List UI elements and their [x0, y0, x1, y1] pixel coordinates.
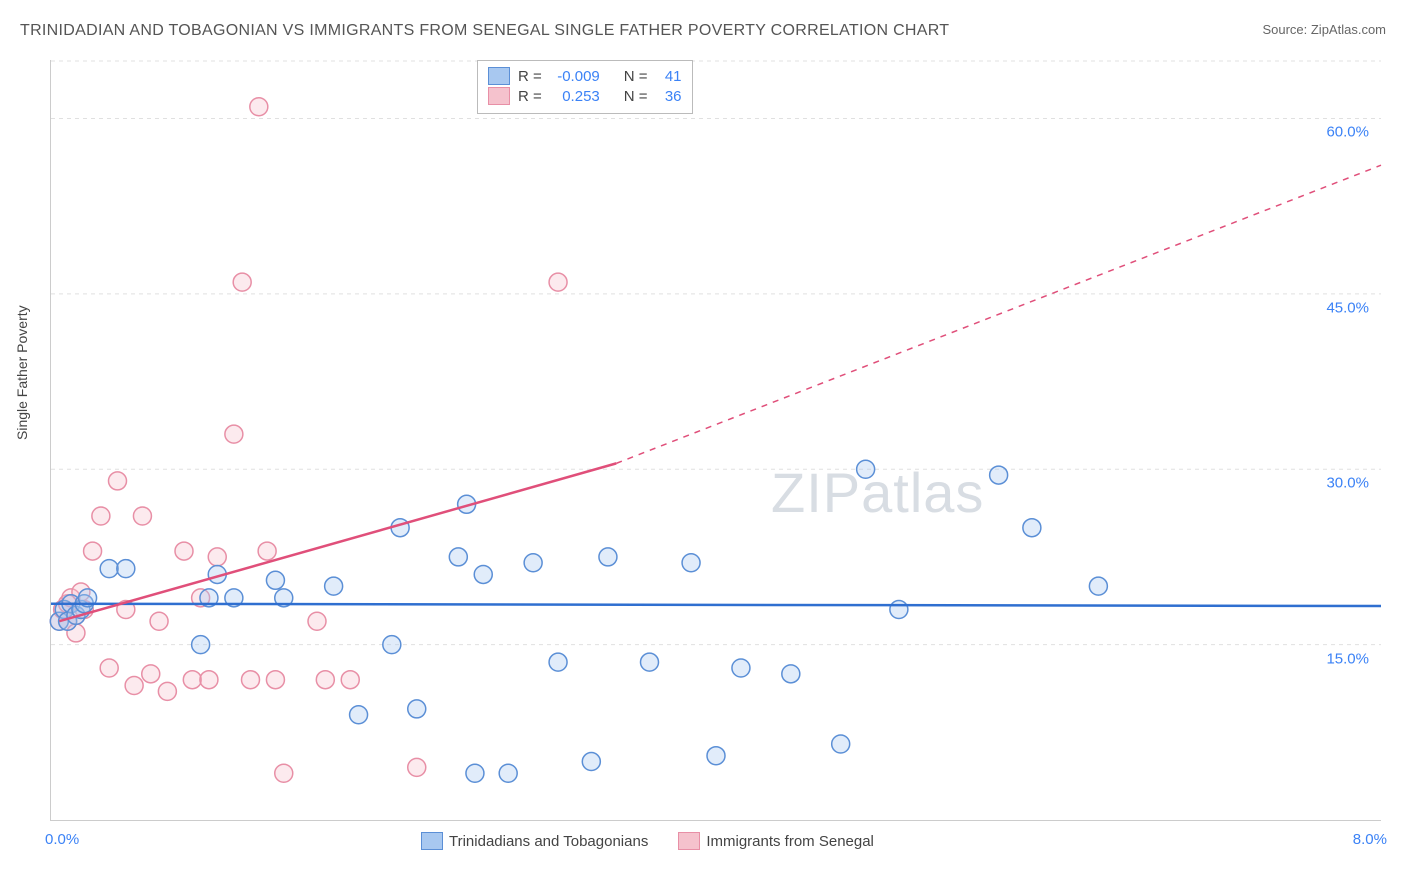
scatter-point-blue — [890, 601, 908, 619]
trendline-blue — [51, 604, 1381, 606]
stats-row-1: R = -0.009 N = 41 — [488, 67, 682, 85]
ytick-label: 60.0% — [1326, 124, 1369, 141]
bottom-legend: Trinidadians and Tobagonians Immigrants … — [421, 832, 874, 850]
scatter-point-pink — [125, 677, 143, 695]
chart-title: TRINIDADIAN AND TOBAGONIAN VS IMMIGRANTS… — [20, 22, 949, 40]
legend-item-1: Trinidadians and Tobagonians — [421, 832, 648, 850]
x-right-label: 8.0% — [1353, 831, 1387, 848]
ytick-label: 30.0% — [1326, 475, 1369, 492]
legend-label-1: Trinidadians and Tobagonians — [449, 833, 648, 850]
scatter-point-blue — [117, 560, 135, 578]
scatter-point-pink — [150, 612, 168, 630]
trendline-pink-solid — [59, 463, 616, 621]
scatter-point-pink — [109, 472, 127, 490]
scatter-point-blue — [732, 659, 750, 677]
r-value-1: -0.009 — [550, 68, 600, 85]
scatter-point-pink — [133, 507, 151, 525]
scatter-point-blue — [408, 700, 426, 718]
scatter-point-blue — [832, 735, 850, 753]
plot-area: ZIPatlas R = -0.009 N = 41 R = 0.253 N =… — [50, 60, 1381, 821]
legend-swatch-pink-icon — [678, 832, 700, 850]
scatter-point-blue — [1023, 519, 1041, 537]
ytick-label: 15.0% — [1326, 650, 1369, 667]
scatter-point-blue — [350, 706, 368, 724]
scatter-point-pink — [175, 542, 193, 560]
scatter-point-blue — [857, 460, 875, 478]
n-value-1: 41 — [656, 68, 682, 85]
scatter-point-pink — [408, 758, 426, 776]
r-label-1: R = — [518, 68, 542, 85]
legend-label-2: Immigrants from Senegal — [706, 833, 874, 850]
scatter-point-blue — [782, 665, 800, 683]
scatter-point-pink — [242, 671, 260, 689]
scatter-point-blue — [599, 548, 617, 566]
scatter-point-blue — [100, 560, 118, 578]
scatter-point-blue — [449, 548, 467, 566]
scatter-point-pink — [549, 273, 567, 291]
scatter-point-pink — [341, 671, 359, 689]
scatter-point-blue — [549, 653, 567, 671]
scatter-point-blue — [524, 554, 542, 572]
scatter-point-blue — [325, 577, 343, 595]
scatter-point-pink — [183, 671, 201, 689]
swatch-blue-icon — [488, 67, 510, 85]
scatter-point-pink — [275, 764, 293, 782]
scatter-point-blue — [990, 466, 1008, 484]
scatter-point-blue — [466, 764, 484, 782]
y-axis-label: Single Father Poverty — [14, 305, 30, 440]
scatter-point-blue — [582, 753, 600, 771]
scatter-point-pink — [258, 542, 276, 560]
scatter-point-pink — [225, 425, 243, 443]
scatter-point-blue — [641, 653, 659, 671]
scatter-point-blue — [499, 764, 517, 782]
scatter-point-pink — [266, 671, 284, 689]
r-value-2: 0.253 — [550, 88, 600, 105]
r-label-2: R = — [518, 88, 542, 105]
scatter-point-pink — [250, 98, 268, 116]
scatter-point-blue — [266, 571, 284, 589]
scatter-point-pink — [200, 671, 218, 689]
stats-row-2: R = 0.253 N = 36 — [488, 87, 682, 105]
scatter-point-pink — [158, 682, 176, 700]
source-label: Source: ZipAtlas.com — [1262, 22, 1386, 37]
scatter-point-pink — [308, 612, 326, 630]
ytick-label: 45.0% — [1326, 299, 1369, 316]
scatter-point-pink — [92, 507, 110, 525]
scatter-point-pink — [233, 273, 251, 291]
scatter-point-pink — [142, 665, 160, 683]
legend-item-2: Immigrants from Senegal — [678, 832, 874, 850]
scatter-point-blue — [1089, 577, 1107, 595]
scatter-point-blue — [383, 636, 401, 654]
scatter-point-pink — [84, 542, 102, 560]
scatter-point-pink — [316, 671, 334, 689]
chart-svg — [51, 60, 1381, 820]
n-label-2: N = — [624, 88, 648, 105]
scatter-point-pink — [100, 659, 118, 677]
swatch-pink-icon — [488, 87, 510, 105]
scatter-point-blue — [474, 565, 492, 583]
scatter-point-pink — [208, 548, 226, 566]
legend-swatch-blue-icon — [421, 832, 443, 850]
scatter-point-blue — [192, 636, 210, 654]
n-label-1: N = — [624, 68, 648, 85]
n-value-2: 36 — [656, 88, 682, 105]
stats-legend-box: R = -0.009 N = 41 R = 0.253 N = 36 — [477, 60, 693, 114]
x-left-label: 0.0% — [45, 831, 79, 848]
scatter-point-blue — [707, 747, 725, 765]
scatter-point-blue — [682, 554, 700, 572]
trendline-pink-dashed — [616, 165, 1381, 463]
